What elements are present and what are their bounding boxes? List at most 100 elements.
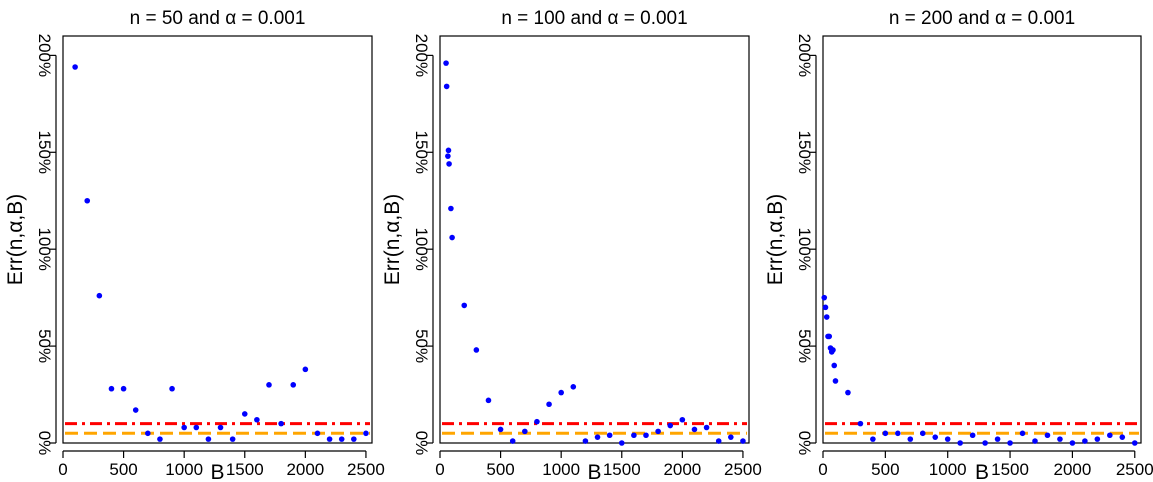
plot-frame	[439, 35, 750, 444]
data-point	[485, 397, 492, 404]
data-point	[534, 418, 540, 425]
data-point	[740, 438, 746, 444]
data-point	[582, 438, 589, 444]
y-tick-label: 0%	[795, 431, 814, 456]
data-point	[1032, 438, 1038, 444]
data-point	[845, 389, 851, 396]
data-point	[944, 436, 951, 442]
y-tick-label: 100%	[795, 227, 814, 270]
chart-panel-3: n = 200 and α = 0.001 0 500 1000 1500 2000 250…	[764, 8, 1153, 482]
x-tick-label: 2500	[1116, 460, 1153, 479]
data-point	[84, 197, 91, 204]
data-point	[445, 147, 452, 154]
data-point	[570, 383, 577, 390]
data-point	[703, 424, 710, 431]
data-point	[522, 428, 528, 435]
data-point	[715, 438, 722, 444]
data-point	[217, 424, 224, 431]
data-point	[193, 424, 200, 431]
data-point	[1119, 434, 1126, 440]
data-point	[443, 83, 450, 90]
data-point	[882, 430, 889, 437]
data-point	[631, 432, 637, 439]
data-point	[546, 401, 552, 408]
data-point	[606, 432, 613, 439]
data-point	[145, 430, 151, 437]
data-point	[1082, 438, 1088, 444]
data-point	[895, 430, 901, 437]
data-point	[618, 440, 625, 446]
data-point	[822, 304, 829, 311]
plot-frame	[62, 35, 373, 444]
data-point	[830, 347, 836, 353]
data-point	[449, 234, 455, 241]
data-point	[982, 440, 988, 446]
data-point	[278, 420, 284, 427]
data-point	[96, 292, 103, 299]
data-point	[445, 153, 451, 159]
y-tick-label: 100%	[35, 227, 54, 270]
y-tick-label: 200%	[35, 34, 54, 77]
data-point	[821, 294, 828, 301]
x-axis-label: B	[975, 461, 989, 482]
y-tick-label: 50%	[412, 329, 431, 363]
data-point	[832, 378, 839, 384]
data-point	[1007, 440, 1013, 446]
y-tick-label: 200%	[795, 34, 814, 77]
data-point	[302, 366, 309, 373]
data-point	[461, 302, 468, 309]
chart-title: n = 50 and α = 0.001	[130, 8, 306, 29]
data-point	[1019, 430, 1026, 437]
data-point	[169, 385, 175, 392]
y-tick-label: 0%	[412, 431, 431, 456]
y-tick-label: 200%	[412, 34, 431, 77]
x-axis-label: B	[587, 461, 601, 482]
data-point	[290, 382, 297, 388]
data-point	[497, 426, 504, 433]
data-point	[181, 424, 187, 431]
data-point	[120, 385, 127, 392]
data-point	[823, 314, 830, 320]
data-point	[907, 436, 914, 442]
data-point	[448, 205, 454, 212]
y-axis-label: Err(n,α,B)	[4, 194, 27, 285]
data-point	[994, 436, 1001, 442]
x-tick-label: 0	[818, 460, 827, 479]
x-tick-label: 1500	[603, 460, 641, 479]
data-point	[443, 60, 449, 66]
data-point	[157, 436, 163, 442]
data-point	[229, 436, 236, 442]
x-tick-label: 1500	[991, 460, 1029, 479]
plot-frame	[822, 35, 1142, 444]
y-axis-label: Err(n,α,B)	[764, 194, 787, 285]
data-point	[1107, 432, 1113, 439]
x-tick-label: 2500	[347, 460, 385, 479]
x-tick-label: 500	[109, 460, 137, 479]
x-tick-label: 1500	[226, 460, 264, 479]
x-tick-label: 2000	[286, 460, 324, 479]
data-point	[363, 430, 369, 437]
data-point	[108, 385, 115, 392]
y-tick-label: 50%	[795, 329, 814, 363]
data-point	[870, 436, 876, 442]
chart-panel-1: n = 50 and α = 0.001 0 500 1000 1500 2000 2500…	[4, 8, 385, 482]
x-tick-label: 0	[58, 460, 67, 479]
x-tick-label: 1000	[165, 460, 203, 479]
chart-panel-2: n = 100 and α = 0.001 0 500 1000 1500 2000 250…	[381, 8, 762, 482]
data-point	[72, 64, 78, 70]
data-point	[655, 428, 661, 435]
data-point	[957, 440, 963, 446]
data-point	[446, 161, 452, 167]
y-tick-label: 150%	[795, 131, 814, 174]
data-point	[1044, 432, 1051, 439]
data-point	[831, 362, 838, 369]
chart-title: n = 200 and α = 0.001	[889, 8, 1075, 29]
x-tick-label: 500	[871, 460, 899, 479]
data-point	[594, 434, 601, 440]
x-tick-label: 0	[435, 460, 444, 479]
data-point	[679, 416, 686, 423]
y-tick-label: 150%	[412, 131, 431, 174]
data-point	[643, 432, 649, 439]
data-point	[969, 432, 976, 439]
